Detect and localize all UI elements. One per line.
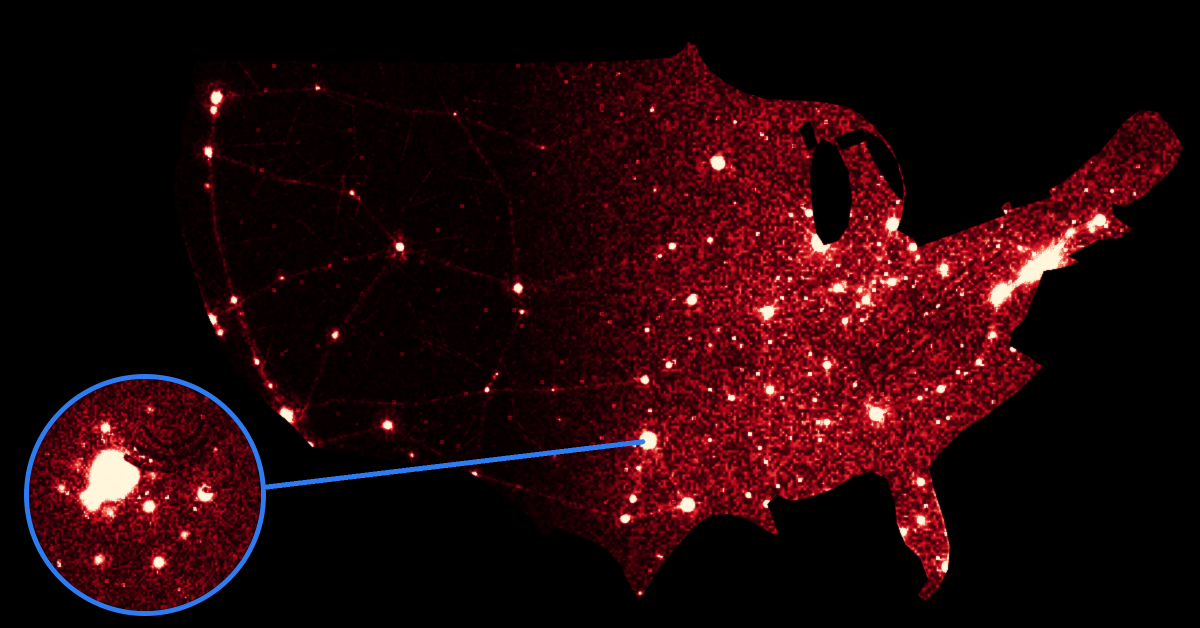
magnifier-inset-dallas	[24, 374, 266, 616]
